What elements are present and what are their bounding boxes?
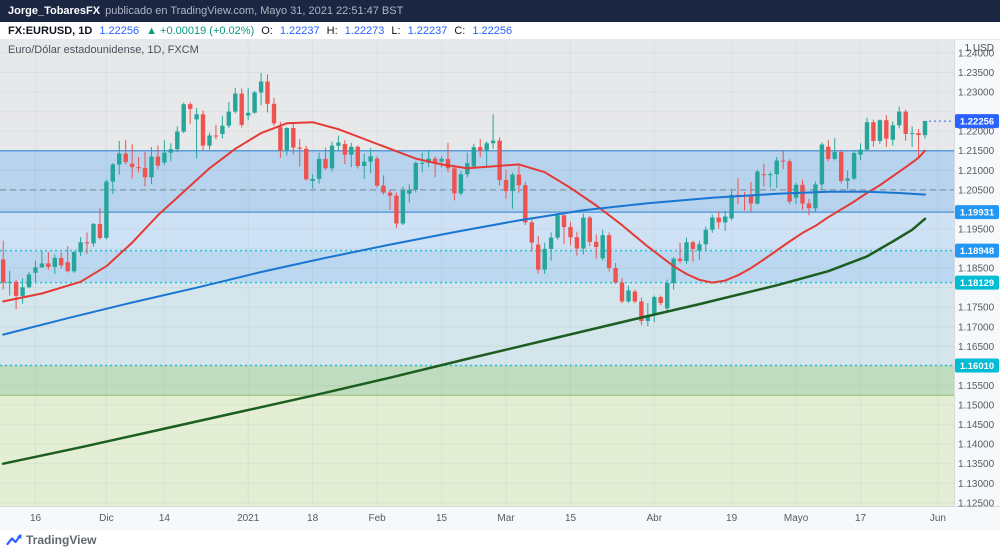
svg-text:18: 18 (307, 513, 319, 524)
svg-text:16: 16 (30, 513, 42, 524)
symbol-name: FX:EURUSD, 1D (8, 24, 93, 37)
tradingview-logo-icon (6, 534, 22, 546)
ma-mid-blue-line (2, 190, 926, 336)
svg-text:1.24000: 1.24000 (958, 48, 995, 59)
svg-text:17: 17 (855, 513, 867, 524)
svg-text:1.17000: 1.17000 (958, 322, 995, 333)
svg-text:1.21000: 1.21000 (958, 166, 995, 177)
price-axis-unit-label: 1 USD (964, 43, 994, 54)
attribution-bar: Jorge_TobaresFX publicado en TradingView… (0, 0, 1000, 22)
symbol-info-bar: FX:EURUSD, 1D 1.22256 ▲ +0.00019 (+0.02%… (0, 22, 1000, 40)
publication-info: publicado en TradingView.com, Mayo 31, 2… (105, 5, 404, 17)
svg-text:Feb: Feb (368, 513, 386, 524)
price-chart-canvas[interactable]: 16 Dic 14 2021 18 Feb 15 Mar 15 Abr 19 Mayo 17 Jun 1.1… (0, 40, 1000, 530)
svg-text:1.18948: 1.18948 (960, 246, 994, 257)
svg-text:1.23500: 1.23500 (958, 68, 995, 79)
zones-layer (0, 40, 954, 506)
low-label: L: (391, 24, 401, 37)
author-name: Jorge_TobaresFX (8, 5, 101, 17)
price-change: ▲ +0.00019 (+0.02%) (146, 24, 255, 37)
high-label: H: (326, 24, 338, 37)
svg-text:1.17500: 1.17500 (958, 303, 995, 314)
svg-text:1.14000: 1.14000 (958, 440, 995, 451)
svg-text:Mayo: Mayo (784, 513, 809, 524)
svg-text:1.16010: 1.16010 (960, 361, 994, 372)
svg-text:2021: 2021 (237, 513, 260, 524)
svg-text:1.21500: 1.21500 (958, 146, 995, 157)
svg-text:15: 15 (565, 513, 577, 524)
svg-text:Mar: Mar (497, 513, 515, 524)
tradingview-logo-text: TradingView (26, 533, 97, 547)
price-badges: 1.22256 1.19931 1.18948 1.18129 1.16010 (955, 114, 999, 373)
svg-text:1.19931: 1.19931 (960, 208, 995, 219)
svg-text:1.16500: 1.16500 (958, 342, 995, 353)
open-value: 1.22237 (279, 24, 320, 37)
svg-text:1.22256: 1.22256 (960, 117, 994, 128)
time-axis[interactable]: 16 Dic 14 2021 18 Feb 15 Mar 15 Abr 19 Mayo 17 Jun (0, 506, 1000, 530)
svg-text:1.23000: 1.23000 (958, 88, 995, 99)
svg-text:1.20500: 1.20500 (958, 185, 995, 196)
svg-text:1.22000: 1.22000 (958, 127, 995, 138)
svg-text:15: 15 (436, 513, 448, 524)
svg-text:Abr: Abr (647, 513, 663, 524)
svg-text:1.18129: 1.18129 (960, 278, 994, 289)
price-chart[interactable]: 16 Dic 14 2021 18 Feb 15 Mar 15 Abr 19 Mayo 17 Jun 1.1… (0, 40, 1000, 530)
high-value: 1.22273 (344, 24, 385, 37)
svg-text:1.13500: 1.13500 (958, 459, 995, 470)
svg-text:1.19500: 1.19500 (958, 225, 995, 236)
svg-text:1.13000: 1.13000 (958, 479, 995, 490)
last-price-value: 1.22256 (99, 24, 140, 37)
tradingview-logo[interactable]: TradingView (6, 533, 96, 547)
chart-legend: Euro/Dólar estadounidense, 1D, FXCM (8, 44, 199, 56)
bottom-bar: TradingView (0, 530, 1000, 550)
overlay-lines-layer (1, 121, 927, 465)
svg-text:14: 14 (159, 513, 171, 524)
svg-text:1.14500: 1.14500 (958, 420, 995, 431)
ma-slow-green-line (1, 217, 927, 465)
svg-text:1.15000: 1.15000 (958, 401, 995, 412)
candles-layer (1, 72, 928, 326)
price-axis[interactable]: 1.12500 1.13000 1.13500 1.14000 1.14500 1.150… (954, 40, 1000, 509)
svg-text:1.15500: 1.15500 (958, 381, 995, 392)
svg-text:Dic: Dic (99, 513, 113, 524)
open-label: O: (261, 24, 273, 37)
svg-text:1.12500: 1.12500 (958, 498, 995, 509)
low-value: 1.22237 (407, 24, 448, 37)
svg-text:19: 19 (726, 513, 738, 524)
chart-svg-host[interactable]: 16 Dic 14 2021 18 Feb 15 Mar 15 Abr 19 Mayo 17 Jun 1.1… (0, 40, 1000, 530)
ma-fast-red-line (2, 121, 926, 303)
svg-text:Jun: Jun (930, 513, 946, 524)
close-label: C: (454, 24, 466, 37)
svg-text:1.18500: 1.18500 (958, 264, 995, 275)
grid-layer (0, 40, 954, 506)
close-value: 1.22256 (472, 24, 513, 37)
